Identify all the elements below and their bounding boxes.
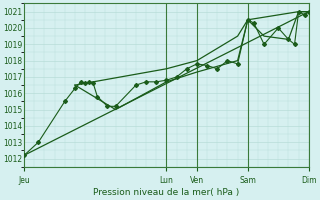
X-axis label: Pression niveau de la mer( hPa ): Pression niveau de la mer( hPa )	[93, 188, 240, 197]
